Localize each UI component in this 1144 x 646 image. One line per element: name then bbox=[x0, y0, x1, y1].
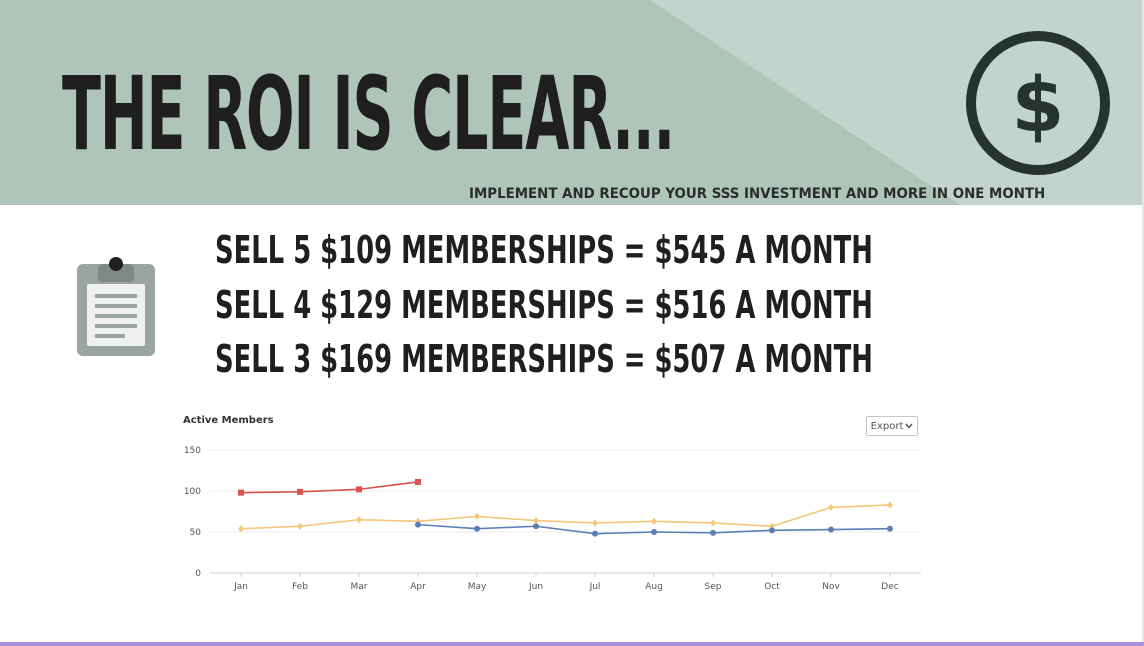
x-tick-label: Oct bbox=[764, 582, 780, 592]
data-point bbox=[769, 527, 775, 534]
data-point bbox=[533, 517, 539, 525]
chart-title: Active Members bbox=[183, 415, 274, 426]
bottom-accent-line bbox=[0, 642, 1144, 646]
offer-line-2: SELL 4 $129 MEMBERSHIPS = $516 A MONTH bbox=[215, 283, 873, 327]
export-label: Export bbox=[870, 420, 904, 432]
dollar-symbol: $ bbox=[1012, 60, 1065, 149]
data-point bbox=[356, 486, 362, 493]
x-tick-label: Aug bbox=[645, 582, 663, 592]
data-point bbox=[651, 517, 657, 525]
data-point bbox=[887, 525, 893, 532]
dollar-circle-icon: $ bbox=[963, 29, 1113, 179]
page-title: THE ROI IS CLEAR... bbox=[62, 55, 675, 174]
data-point bbox=[769, 522, 775, 530]
data-point bbox=[828, 503, 834, 511]
y-tick-label: 150 bbox=[184, 446, 201, 456]
x-tick-label: Nov bbox=[822, 582, 840, 592]
header-banner: THE ROI IS CLEAR... IMPLEMENT AND RECOUP… bbox=[0, 0, 1142, 205]
active-members-chart: 0 50 100 150 Jan Feb Mar Apr May Jun Jul Aug Sep Oct N… bbox=[184, 446, 921, 592]
data-point bbox=[238, 489, 244, 496]
data-point bbox=[592, 519, 598, 527]
data-point bbox=[710, 529, 716, 536]
data-point bbox=[415, 478, 421, 485]
header-diagonal-shape bbox=[650, 0, 1142, 205]
data-point bbox=[474, 512, 480, 520]
x-tick-label: Jul bbox=[589, 582, 601, 592]
data-point bbox=[828, 526, 834, 533]
header-diagonal bbox=[650, 0, 1142, 205]
x-tick-label: Mar bbox=[351, 582, 368, 592]
data-point bbox=[592, 530, 598, 537]
data-point bbox=[238, 525, 244, 533]
clipboard-icon bbox=[74, 256, 158, 358]
offer-line-3: SELL 3 $169 MEMBERSHIPS = $507 A MONTH bbox=[215, 337, 873, 381]
data-point bbox=[297, 522, 303, 530]
chevron-down-icon bbox=[905, 423, 913, 429]
y-tick-label: 100 bbox=[184, 487, 201, 497]
y-tick-label: 50 bbox=[190, 528, 202, 538]
x-tick-label: May bbox=[468, 582, 487, 592]
series-line-0 bbox=[240, 481, 419, 494]
export-button[interactable]: Export bbox=[866, 416, 918, 436]
x-tick-label: Apr bbox=[410, 582, 426, 592]
series-line-1 bbox=[240, 504, 891, 530]
data-point bbox=[297, 488, 303, 495]
data-point bbox=[533, 523, 539, 530]
page-subtitle: IMPLEMENT AND RECOUP YOUR SSS INVESTMENT… bbox=[469, 186, 1046, 202]
right-edge bbox=[1142, 0, 1144, 646]
x-tick-label: Sep bbox=[705, 582, 722, 592]
x-tick-label: Dec bbox=[881, 582, 898, 592]
y-tick-label: 0 bbox=[195, 569, 201, 579]
data-point bbox=[356, 516, 362, 524]
x-tick-label: Jan bbox=[233, 582, 248, 592]
data-point bbox=[651, 529, 657, 535]
data-point bbox=[887, 501, 893, 509]
data-point bbox=[474, 525, 480, 532]
data-point bbox=[415, 521, 421, 528]
offer-line-1: SELL 5 $109 MEMBERSHIPS = $545 A MONTH bbox=[215, 228, 873, 272]
x-tick-label: Jun bbox=[528, 582, 543, 592]
data-point bbox=[710, 519, 716, 527]
x-tick-label: Feb bbox=[292, 582, 308, 592]
